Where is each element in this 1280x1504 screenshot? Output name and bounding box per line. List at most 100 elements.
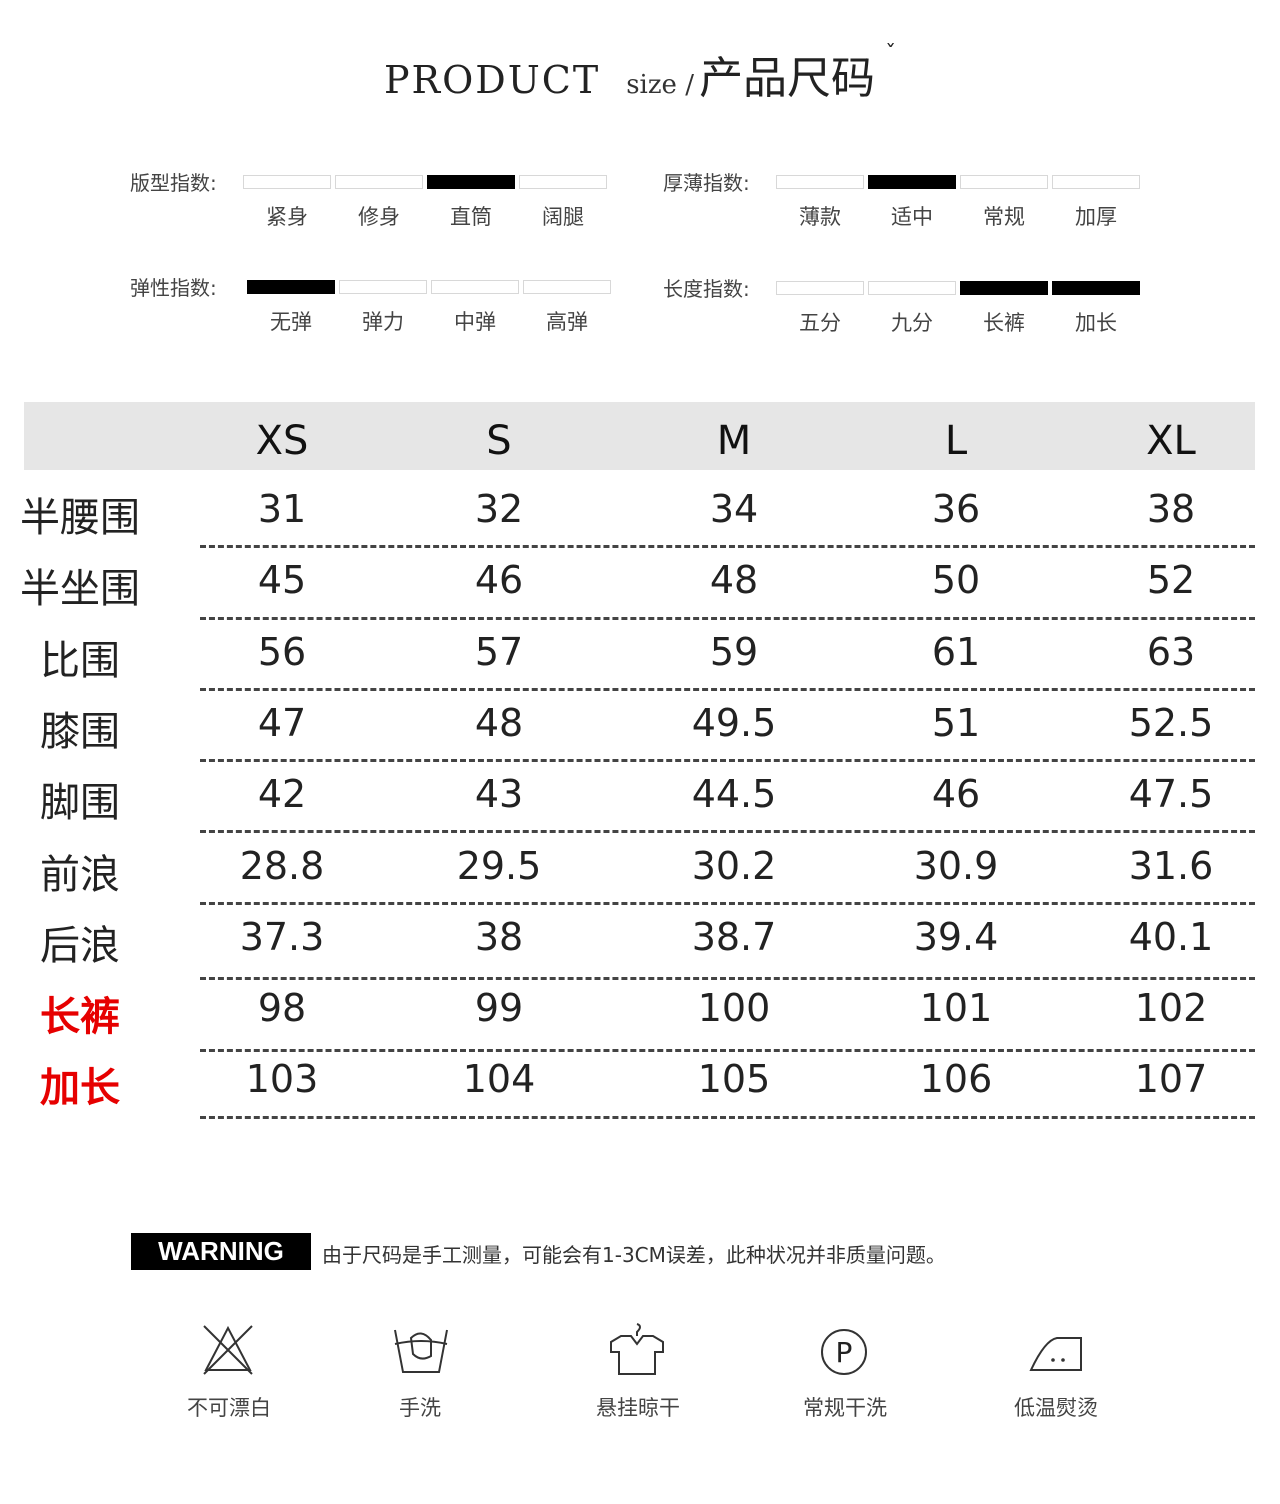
index-cell [868,281,956,295]
index-option: 直筒 [450,205,492,229]
table-cell: 44.5 [691,772,777,817]
table-cell: 38.7 [691,914,777,959]
care-label: 不可漂白 [187,1396,271,1420]
row-divider [200,902,1255,905]
table-cell: 31 [257,487,307,531]
index-cell [960,175,1048,189]
row-label: 膝围 [40,708,120,755]
table-cell: 30.2 [691,843,777,888]
row-label: 长裤 [40,994,120,1041]
index-option: 高弹 [546,310,588,334]
table-cell: 57 [474,629,524,674]
care-label: 悬挂晾干 [596,1396,680,1420]
size-header-xl: XL [1146,418,1196,464]
index-cell [243,175,331,189]
index-option: 加长 [1075,311,1117,335]
table-cell: 38 [474,914,524,959]
index-cell [776,281,864,295]
index-option: 修身 [358,205,400,229]
index-option: 中弹 [454,310,496,334]
care-item: 悬挂晾干 [558,1322,718,1422]
table-cell: 49.5 [691,700,777,745]
table-cell: 63 [1146,629,1196,674]
table-cell: 47 [257,700,307,745]
table-cell: 105 [697,1057,771,1102]
chevron-down-icon: ˇ [885,42,897,67]
title-size: size / [626,70,694,100]
care-label: 手洗 [399,1396,441,1420]
table-cell: 102 [1134,986,1208,1031]
size-header-xs: XS [255,418,309,464]
table-cell: 30.9 [913,843,999,888]
row-divider [200,688,1255,691]
table-cell: 28.8 [239,843,325,888]
row-divider [200,759,1255,762]
index-cell [1052,281,1140,295]
hand-wash-icon [394,1329,448,1373]
table-cell: 31.6 [1128,843,1214,888]
row-label: 半坐围 [20,566,140,613]
row-divider [200,977,1255,980]
table-cell: 42 [257,772,307,817]
index-cell [427,175,515,189]
care-label: 常规干洗 [803,1396,887,1420]
title-cn: 产品尺码 [699,53,876,104]
row-label: 脚围 [40,780,120,827]
table-cell: 106 [919,1057,993,1102]
table-cell: 104 [462,1057,536,1102]
table-cell: 107 [1134,1057,1208,1102]
index-option: 常规 [983,205,1025,229]
index-cell [247,280,335,294]
table-cell: 101 [919,986,993,1031]
table-cell: 48 [474,700,524,745]
warning-badge: WARNING [131,1233,311,1270]
table-cell: 61 [931,629,981,674]
table-cell: 48 [709,558,759,603]
table-cell: 59 [709,629,759,674]
row-label: 比围 [40,637,120,684]
row-divider [200,1049,1255,1052]
row-label: 半腰围 [20,495,140,541]
care-item: 手洗 [340,1322,500,1422]
table-cell: 51 [931,700,981,745]
index-cell [431,280,519,294]
index-cell [776,175,864,189]
row-divider [200,617,1255,620]
table-cell: 29.5 [456,843,542,888]
table-cell: 40.1 [1128,914,1214,959]
table-cell: 50 [931,558,981,603]
low-iron-icon [1029,1337,1082,1371]
table-cell: 38 [1146,487,1196,531]
index-option: 长裤 [983,311,1025,335]
index-label: 弹性指数: [130,276,217,300]
table-cell: 56 [257,629,307,674]
size-header-l: L [944,418,968,464]
index-option: 薄款 [799,205,841,229]
svg-text:P: P [836,1336,853,1369]
table-cell: 43 [474,772,524,817]
row-label: 加长 [40,1065,120,1112]
table-cell: 46 [474,558,524,603]
table-cell: 46 [931,772,981,817]
size-header-band [24,402,1255,470]
index-option: 紧身 [266,205,308,229]
table-cell: 36 [931,487,981,531]
index-option: 弹力 [362,310,404,334]
table-cell: 99 [474,986,524,1031]
table-cell: 100 [697,986,771,1031]
table-cell: 98 [257,986,307,1031]
table-cell: 52 [1146,558,1196,603]
warning-text: 由于尺码是手工测量，可能会有1-3CM误差，此种状况并非质量问题。 [322,1243,946,1267]
size-header-m: M [716,418,752,464]
index-label: 长度指数: [663,277,750,301]
table-cell: 37.3 [239,914,325,959]
hang-dry-icon [610,1323,664,1375]
size-header-s: S [486,418,512,464]
index-cell [339,280,427,294]
table-cell: 103 [245,1057,319,1102]
row-label: 后浪 [40,922,120,969]
table-cell: 32 [474,487,524,531]
title-en: PRODUCT [383,58,601,102]
index-option: 无弹 [270,310,312,334]
